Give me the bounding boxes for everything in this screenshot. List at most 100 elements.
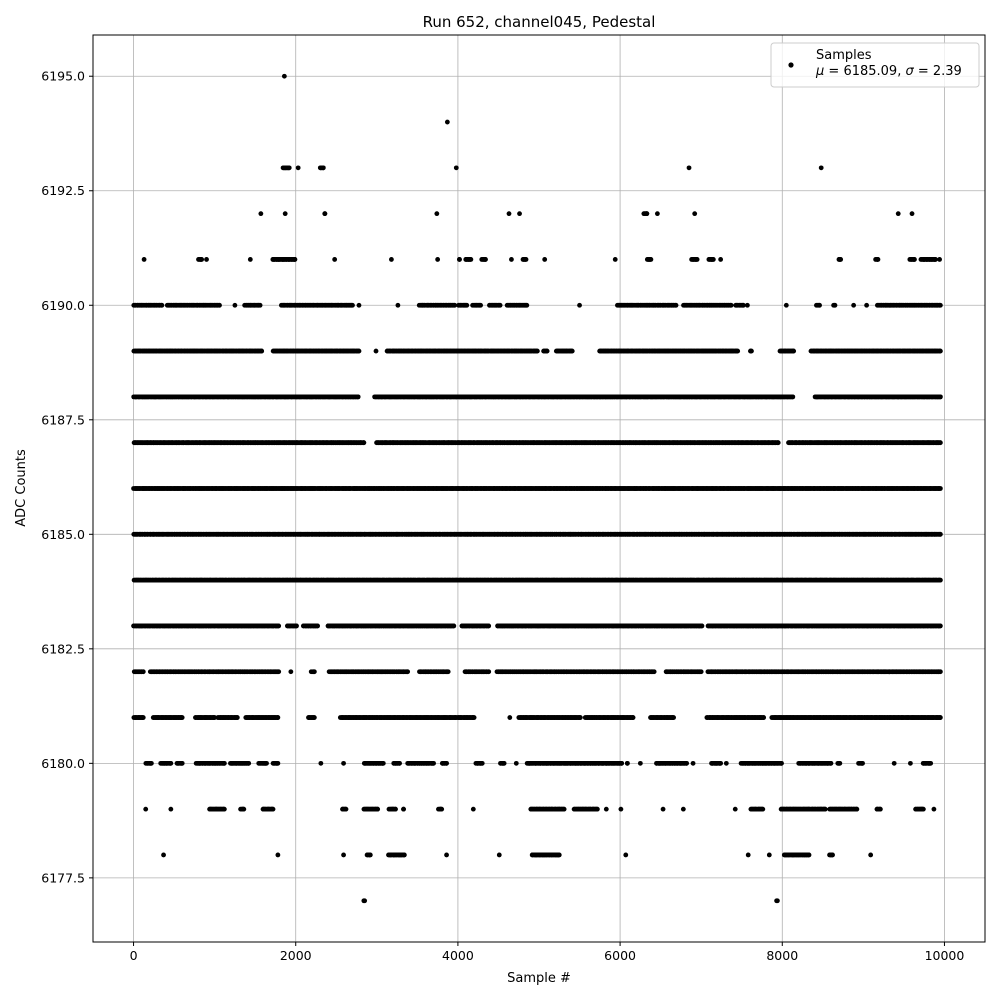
data-point: [318, 760, 324, 766]
data-point: [275, 852, 281, 858]
data-point: [397, 760, 402, 766]
data-point: [140, 669, 146, 675]
data-point: [246, 760, 252, 766]
data-point: [470, 806, 476, 812]
data-point: [264, 760, 269, 766]
data-point: [698, 669, 704, 675]
data-point: [830, 852, 835, 858]
data-point: [393, 806, 398, 812]
data-point: [928, 760, 934, 766]
data-point: [341, 760, 346, 766]
data-point: [486, 623, 492, 629]
data-point: [623, 852, 629, 858]
data-point: [806, 852, 812, 858]
data-point: [637, 760, 643, 766]
data-point: [275, 760, 281, 766]
data-point: [367, 852, 373, 858]
data-point: [401, 806, 406, 812]
data-point: [761, 715, 767, 720]
data-point: [651, 669, 657, 675]
data-point: [311, 715, 317, 720]
data-point: [594, 806, 600, 812]
data-point: [822, 806, 828, 812]
data-point: [507, 715, 513, 720]
data-point: [486, 669, 492, 675]
data-point: [445, 669, 451, 675]
data-point: [699, 623, 705, 629]
data-point: [439, 806, 445, 812]
data-point: [680, 806, 686, 812]
data-point: [931, 806, 937, 812]
data-point: [221, 760, 227, 766]
data-point: [671, 715, 677, 720]
data-point: [343, 806, 349, 812]
data-point: [276, 623, 282, 629]
data-point: [684, 760, 689, 766]
data-point: [854, 806, 860, 812]
data-point: [718, 760, 724, 766]
data-point: [775, 898, 780, 904]
data-point: [431, 760, 436, 766]
data-point: [294, 623, 299, 629]
data-point: [444, 852, 449, 858]
data-point: [938, 623, 943, 629]
data-point: [241, 806, 247, 812]
data-point: [938, 669, 943, 675]
data-point: [860, 760, 865, 766]
data-point: [362, 898, 368, 904]
data-point: [479, 760, 485, 766]
data-point: [779, 760, 784, 766]
data-point: [234, 715, 240, 720]
data-point: [221, 806, 227, 812]
data-point: [179, 760, 185, 766]
data-point: [630, 715, 636, 720]
data-point: [828, 760, 834, 766]
data-point: [868, 852, 874, 858]
data-point: [660, 806, 666, 812]
data-point: [603, 806, 609, 812]
data-point: [311, 669, 317, 675]
data-point: [501, 760, 507, 766]
data-point: [619, 760, 625, 766]
data-point: [690, 760, 696, 766]
data-point: [556, 852, 562, 858]
data-point: [877, 806, 883, 812]
data-point: [513, 760, 519, 766]
data-point: [891, 760, 897, 766]
data-points: [131, 73, 943, 904]
data-point: [179, 715, 185, 720]
data-point: [618, 806, 624, 812]
data-point: [471, 715, 477, 720]
data-point: [577, 715, 583, 720]
data-point: [496, 852, 502, 858]
data-point: [561, 806, 567, 812]
data-point: [148, 760, 154, 766]
data-point: [624, 760, 630, 766]
data-point: [444, 760, 449, 766]
data-point: [837, 760, 843, 766]
data-point: [401, 852, 407, 858]
data-point: [405, 669, 411, 675]
data-point: [161, 852, 166, 858]
data-point: [143, 806, 149, 812]
data-point: [288, 669, 294, 675]
data-point: [380, 760, 386, 766]
data-point: [766, 852, 772, 858]
data-point: [276, 669, 282, 675]
data-point: [275, 715, 281, 720]
data-point: [168, 760, 174, 766]
data-point: [341, 852, 346, 858]
data-point: [375, 806, 381, 812]
data-point: [315, 623, 321, 629]
data-point: [451, 623, 457, 629]
data-point: [140, 715, 146, 720]
data-point: [760, 806, 766, 812]
data-point: [745, 852, 751, 858]
data-point: [168, 806, 174, 812]
data-point: [908, 760, 913, 766]
data-point: [723, 760, 729, 766]
data-point: [732, 806, 738, 812]
data-point: [938, 715, 943, 720]
